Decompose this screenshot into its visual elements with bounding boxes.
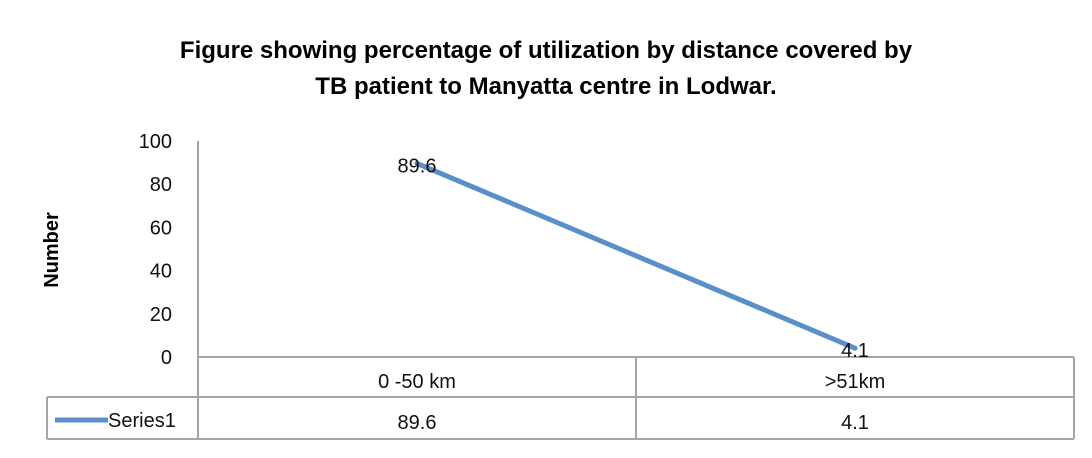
y-tick-label: 20 bbox=[150, 304, 172, 326]
y-tick-label: 100 bbox=[139, 131, 172, 153]
legend-series-label: Series1 bbox=[108, 410, 176, 432]
y-tick-label: 40 bbox=[150, 261, 172, 283]
data-label: 4.1 bbox=[841, 340, 869, 362]
series-line bbox=[414, 160, 858, 351]
table-value-cell: 4.1 bbox=[841, 412, 869, 434]
y-tick-label: 60 bbox=[150, 217, 172, 239]
x-category-label: 0 -50 km bbox=[378, 371, 456, 393]
y-tick-label: 80 bbox=[150, 174, 172, 196]
table-value-cell: 89.6 bbox=[398, 412, 437, 434]
data-label: 89.6 bbox=[398, 155, 437, 177]
chart-title-line-1: Figure showing percentage of utilization… bbox=[180, 37, 913, 64]
x-category-label: >51km bbox=[825, 371, 886, 393]
chart-title-line-2: TB patient to Manyatta centre in Lodwar. bbox=[315, 73, 776, 100]
y-tick-label: 0 bbox=[161, 347, 172, 369]
y-axis-label: Number bbox=[41, 212, 63, 288]
